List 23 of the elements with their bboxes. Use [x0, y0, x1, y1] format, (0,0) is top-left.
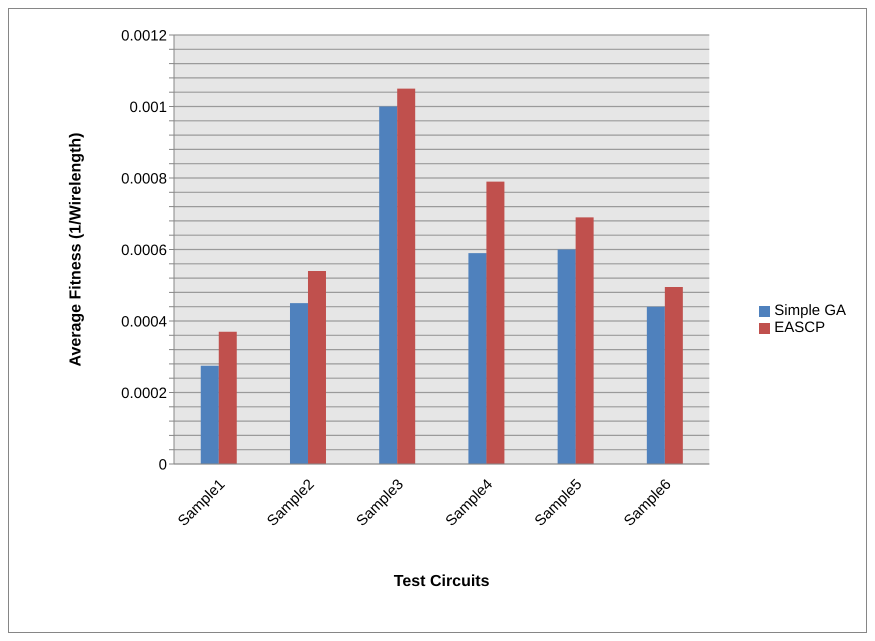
y-tick-label: 0	[158, 456, 167, 474]
bar	[308, 270, 326, 464]
bar	[379, 106, 398, 464]
y-tick-label: 0.0004	[121, 313, 167, 330]
y-axis-title: Average Fitness (1/Wirelength)	[68, 132, 85, 366]
y-tick-label: 0.0002	[121, 384, 167, 402]
y-tick-label: 0.0006	[121, 242, 167, 259]
bar	[576, 217, 594, 464]
y-tick-label: 0.001	[129, 98, 167, 116]
x-axis-title: Test Circuits	[394, 573, 490, 590]
bar	[468, 253, 486, 464]
bar	[218, 332, 237, 464]
bar	[486, 182, 504, 464]
bar	[558, 250, 576, 464]
bar	[397, 88, 416, 464]
bar	[664, 287, 683, 464]
bar	[200, 366, 219, 464]
bar	[290, 303, 308, 464]
y-tick-label: 0.0008	[121, 170, 167, 188]
bar	[646, 306, 665, 464]
legend-label: Simple GA	[774, 302, 846, 319]
legend-label: EASCP	[774, 319, 826, 336]
y-tick-label: 0.0012	[121, 27, 167, 44]
